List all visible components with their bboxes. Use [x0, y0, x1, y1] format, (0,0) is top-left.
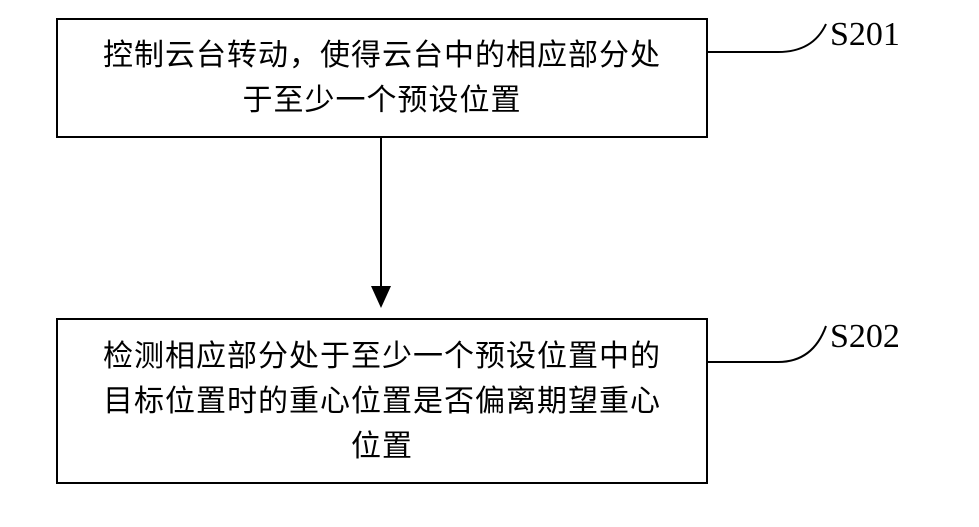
flowchart-step-1: 控制云台转动，使得云台中的相应部分处于至少一个预设位置: [56, 18, 708, 138]
step-2-label: S202: [830, 318, 900, 356]
connector-1: [708, 18, 838, 68]
flow-arrow-line: [380, 138, 382, 293]
step-1-text: 控制云台转动，使得云台中的相应部分处于至少一个预设位置: [88, 33, 676, 123]
flowchart-step-2: 检测相应部分处于至少一个预设位置中的目标位置时的重心位置是否偏离期望重心位置: [56, 318, 708, 484]
step-2-text: 检测相应部分处于至少一个预设位置中的目标位置时的重心位置是否偏离期望重心位置: [88, 334, 676, 469]
flowchart-container: 控制云台转动，使得云台中的相应部分处于至少一个预设位置 S201 检测相应部分处…: [0, 0, 979, 527]
step-1-label: S201: [830, 16, 900, 54]
flow-arrow-head: [371, 286, 391, 308]
connector-2: [708, 320, 838, 370]
